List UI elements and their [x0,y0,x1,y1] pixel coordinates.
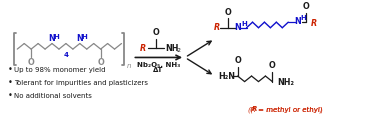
Text: O: O [153,28,160,37]
Text: •: • [7,78,12,87]
Text: O: O [28,58,34,67]
Text: No additional solvents: No additional solvents [14,92,92,99]
Text: O: O [234,56,241,65]
Text: ΔT: ΔT [153,67,163,73]
Text: O: O [303,2,310,11]
Text: Tolerant for impurities and plasticizers: Tolerant for impurities and plasticizers [14,80,148,86]
Text: H: H [81,34,87,40]
Text: = methyl or ethyl): = methyl or ethyl) [256,106,323,113]
Text: R: R [140,44,146,53]
Text: R: R [311,19,317,28]
Text: H: H [53,34,59,40]
Text: NH: NH [165,44,179,53]
Text: Nb₂O₅, NH₃: Nb₂O₅, NH₃ [136,62,180,68]
Text: O: O [97,58,104,67]
Text: •: • [7,65,12,74]
Text: N: N [49,34,56,43]
Text: N: N [294,17,301,26]
Text: N: N [235,23,242,32]
Text: Up to 98% monomer yield: Up to 98% monomer yield [14,66,106,73]
Text: 2: 2 [176,48,180,53]
Text: H: H [242,21,247,27]
Text: NH₂: NH₂ [277,78,294,87]
Text: (R = methyl or ethyl): (R = methyl or ethyl) [248,106,322,113]
Text: N: N [76,34,83,43]
Text: H: H [300,15,306,21]
Text: O: O [269,61,276,71]
Text: n: n [127,63,131,69]
Text: O: O [224,8,231,17]
Text: R: R [214,23,220,32]
Text: R: R [252,107,257,112]
Text: •: • [7,91,12,100]
Text: 4: 4 [64,52,68,58]
Text: H₂N: H₂N [218,71,235,81]
Text: (: ( [249,106,252,113]
